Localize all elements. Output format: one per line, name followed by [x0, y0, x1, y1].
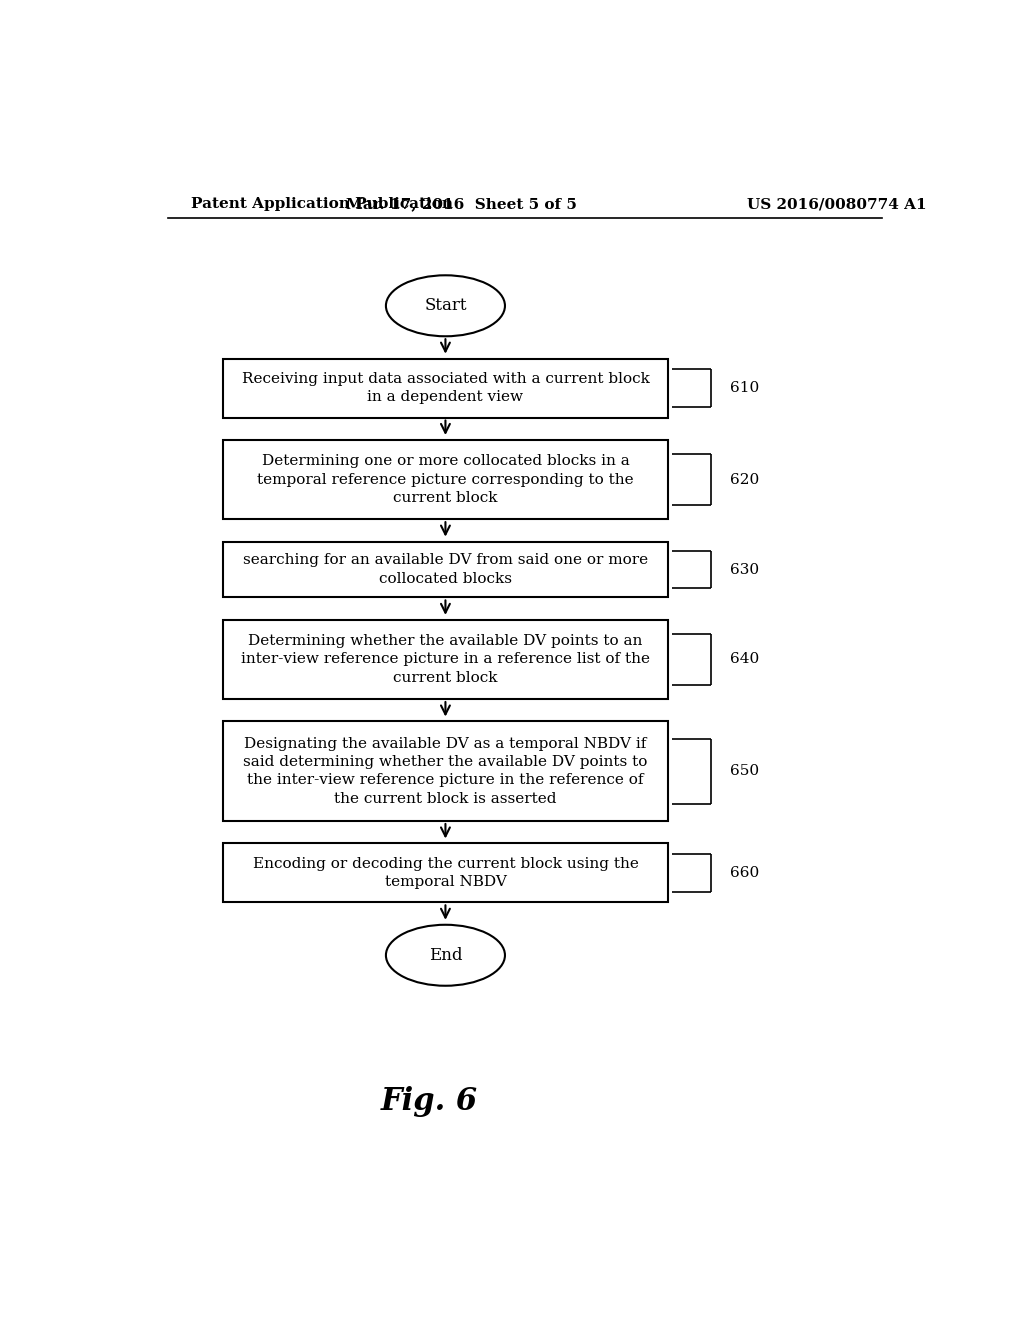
FancyBboxPatch shape [223, 541, 668, 598]
Text: searching for an available DV from said one or more
collocated blocks: searching for an available DV from said … [243, 553, 648, 586]
Text: Determining whether the available DV points to an
inter-view reference picture i: Determining whether the available DV poi… [241, 634, 650, 685]
Text: 630: 630 [729, 562, 759, 577]
FancyBboxPatch shape [223, 843, 668, 903]
Text: 650: 650 [729, 764, 759, 779]
FancyBboxPatch shape [223, 359, 668, 417]
Text: Mar. 17, 2016  Sheet 5 of 5: Mar. 17, 2016 Sheet 5 of 5 [346, 197, 577, 211]
Text: Encoding or decoding the current block using the
temporal NBDV: Encoding or decoding the current block u… [253, 857, 638, 890]
Text: 620: 620 [729, 473, 759, 487]
Text: Determining one or more collocated blocks in a
temporal reference picture corres: Determining one or more collocated block… [257, 454, 634, 506]
Text: 640: 640 [729, 652, 759, 667]
Text: Patent Application Publication: Patent Application Publication [191, 197, 454, 211]
Text: Fig. 6: Fig. 6 [381, 1086, 478, 1117]
Text: Designating the available DV as a temporal NBDV if
said determining whether the : Designating the available DV as a tempor… [244, 737, 647, 807]
Text: 610: 610 [729, 381, 759, 395]
Text: Start: Start [424, 297, 467, 314]
Text: Receiving input data associated with a current block
in a dependent view: Receiving input data associated with a c… [242, 372, 649, 404]
Text: End: End [429, 946, 462, 964]
FancyBboxPatch shape [223, 722, 668, 821]
Text: US 2016/0080774 A1: US 2016/0080774 A1 [748, 197, 927, 211]
FancyBboxPatch shape [223, 620, 668, 700]
FancyBboxPatch shape [223, 440, 668, 519]
Text: 660: 660 [729, 866, 759, 880]
